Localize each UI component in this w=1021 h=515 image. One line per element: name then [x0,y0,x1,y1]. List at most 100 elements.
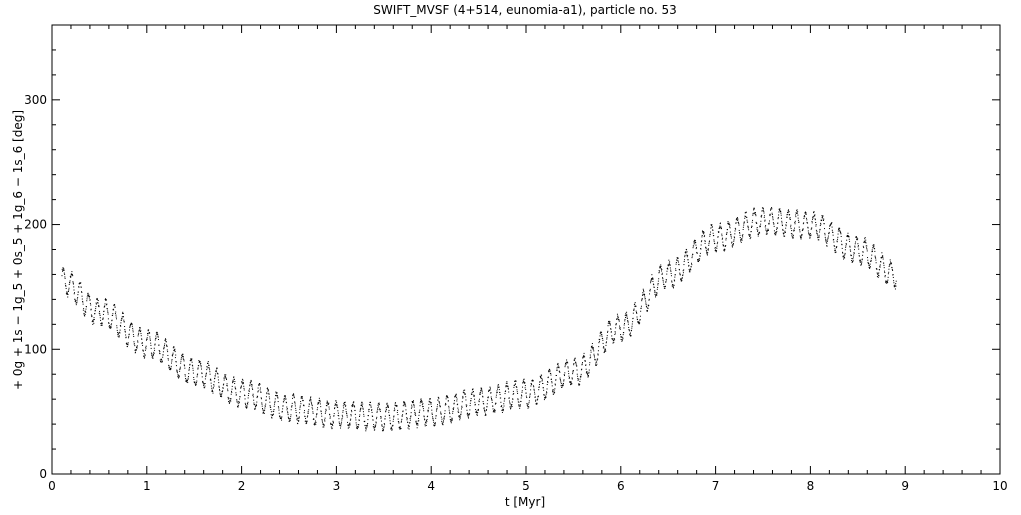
data-point [151,355,153,357]
data-point [465,406,467,408]
data-point [797,211,799,213]
data-point [513,386,515,388]
data-point [625,312,627,314]
data-point [337,410,339,412]
data-point [400,421,402,423]
data-point [221,393,223,395]
data-point [100,319,102,321]
data-point [277,396,279,398]
data-point [496,390,498,392]
data-point [740,238,742,240]
data-point [379,408,381,410]
data-point [517,401,519,403]
data-point [876,268,878,270]
data-point [557,364,559,366]
data-point [323,426,325,428]
data-point [361,404,363,406]
data-point [192,372,194,374]
data-point [191,358,193,360]
data-point [759,226,761,228]
data-point [87,292,89,294]
data-point [104,298,106,300]
data-point [796,209,798,211]
data-point [162,351,164,353]
data-point [214,375,216,377]
data-point [876,275,878,277]
data-point [222,387,224,389]
data-point [443,418,445,420]
data-point [226,379,228,381]
data-point [891,262,893,264]
data-point [311,405,313,407]
data-point [441,422,443,424]
data-point [318,400,320,402]
data-point [327,402,329,404]
data-point [650,280,652,282]
data-point [270,409,272,411]
data-point [674,280,676,282]
data-point [113,305,115,307]
data-point [834,252,836,254]
data-point [284,395,286,397]
data-point [462,397,464,399]
data-point [544,397,546,399]
data-point [88,296,90,298]
data-point [185,379,187,381]
data-point [404,403,406,405]
data-point [168,364,170,366]
data-point [420,399,422,401]
data-point [864,237,866,239]
data-point [580,375,582,377]
data-point [613,339,615,341]
data-point [126,346,128,348]
data-point [161,358,163,360]
data-point [188,369,190,371]
data-point [294,403,296,405]
data-point [304,420,306,422]
data-point [788,209,790,211]
data-point [773,223,775,225]
data-point [847,236,849,238]
data-point [682,274,684,276]
data-point [844,257,846,259]
data-point [522,386,524,388]
data-point [528,400,530,402]
data-point [644,296,646,298]
data-point [543,394,545,396]
data-point [491,399,493,401]
data-point [857,243,859,245]
data-point [791,230,793,232]
data-point [593,350,595,352]
data-point [841,247,843,249]
data-point [667,265,669,267]
data-point [697,260,699,262]
data-point [715,250,717,252]
data-point [510,408,512,410]
data-point [291,405,293,407]
data-point [312,408,314,410]
data-point [478,398,480,400]
data-point [242,379,244,381]
data-point [672,284,674,286]
data-point [837,236,839,238]
data-point [877,276,879,278]
data-point [819,228,821,230]
data-point [879,266,881,268]
data-point [517,399,519,401]
data-point [242,381,244,383]
data-point [435,410,437,412]
data-point [303,412,305,414]
data-point [893,282,895,284]
data-point [826,245,828,247]
data-point [345,411,347,413]
data-point [102,313,104,315]
data-point [497,386,499,388]
data-point [234,383,236,385]
data-point [274,403,276,405]
data-point [208,367,210,369]
data-point [410,412,412,414]
data-point [341,421,343,423]
data-point [503,405,505,407]
data-point [864,238,866,240]
data-point [546,388,548,390]
